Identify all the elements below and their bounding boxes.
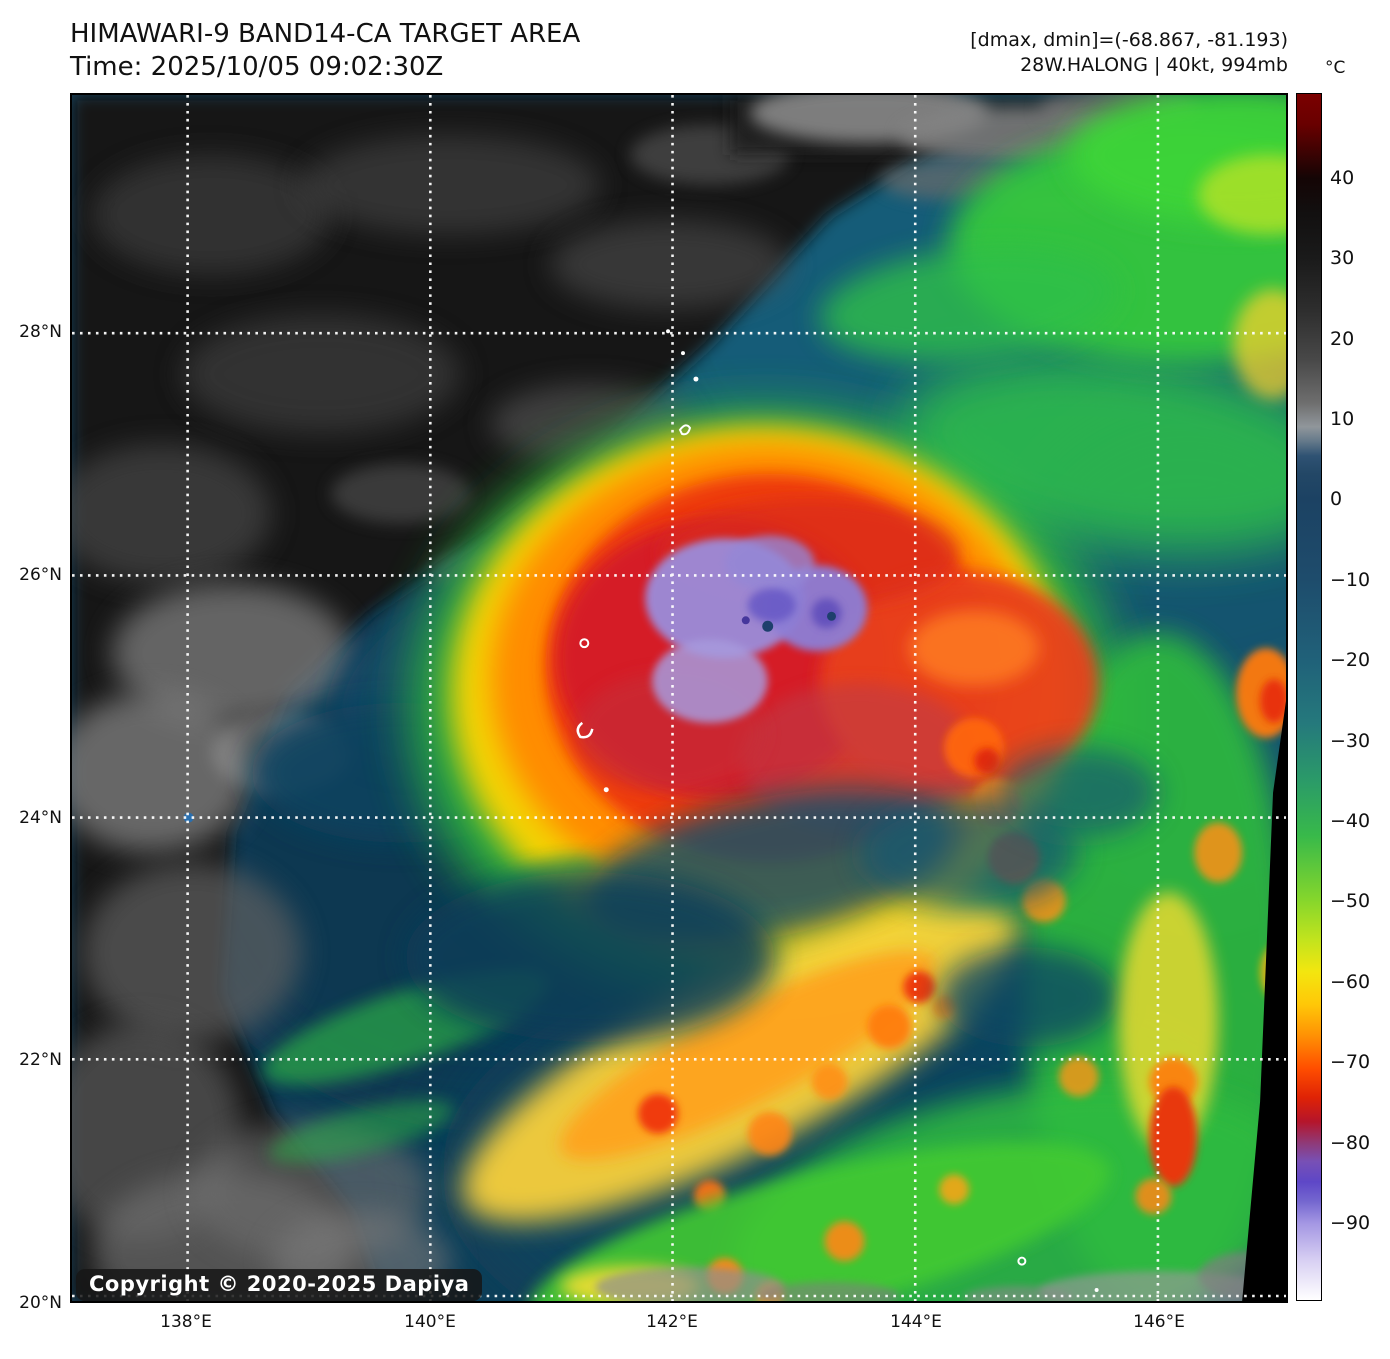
x-axis-tick-label: 146°E: [1133, 1312, 1185, 1332]
colorbar-tick-label: −80: [1330, 1132, 1371, 1154]
satellite-map: Copyright © 2020-2025 Dapiya: [70, 93, 1288, 1303]
colorbar-tick-label: 40: [1330, 167, 1355, 189]
y-axis-tick-label: 28°N: [19, 322, 62, 342]
x-axis-tick-label: 140°E: [404, 1312, 456, 1332]
colorbar-tick-label: −70: [1330, 1051, 1371, 1073]
y-axis-tick-label: 22°N: [19, 1050, 62, 1070]
colorbar-unit-label: °C: [1325, 58, 1346, 78]
map-title: HIMAWARI-9 BAND14-CA TARGET AREA: [70, 19, 581, 49]
colorbar-tick-label: −90: [1330, 1212, 1371, 1234]
x-axis-tick-label: 144°E: [890, 1312, 942, 1332]
copyright-badge: Copyright © 2020-2025 Dapiya: [76, 1269, 483, 1301]
colorbar-tick-label: 0: [1330, 488, 1343, 510]
graticule: [72, 95, 1286, 1301]
colorbar-tick-label: −10: [1330, 569, 1371, 591]
y-axis-tick-label: 20°N: [19, 1293, 62, 1313]
colorbar-tick-label: 10: [1330, 408, 1355, 430]
colorbar-tick-label: −40: [1330, 810, 1371, 832]
y-axis-tick-label: 26°N: [19, 565, 62, 585]
colorbar-tick-label: −20: [1330, 649, 1371, 671]
y-axis-tick-label: 24°N: [19, 808, 62, 828]
colorbar-tick-label: 30: [1330, 247, 1355, 269]
satellite-imagery: [72, 95, 1286, 1301]
colorbar-tick-label: −60: [1330, 971, 1371, 993]
x-axis-tick-label: 142°E: [646, 1312, 698, 1332]
map-time: Time: 2025/10/05 09:02:30Z: [70, 52, 444, 82]
colorbar: [1296, 93, 1322, 1301]
x-axis-tick-label: 138°E: [160, 1312, 212, 1332]
no-data-wedge: [1242, 700, 1286, 1301]
colorbar-tick-label: −30: [1330, 730, 1371, 752]
dmax-dmin-label: [dmax, dmin]=(-68.867, -81.193): [970, 29, 1288, 51]
colorbar-tick-label: 20: [1330, 328, 1355, 350]
island-outlines: [576, 424, 1027, 1266]
storm-info-label: 28W.HALONG | 40kt, 994mb: [1020, 54, 1288, 76]
title-block: HIMAWARI-9 BAND14-CA TARGET AREA Time: 2…: [70, 18, 580, 84]
colorbar-tick-label: −50: [1330, 890, 1371, 912]
annotation-block: [dmax, dmin]=(-68.867, -81.193) 28W.HALO…: [970, 28, 1288, 78]
